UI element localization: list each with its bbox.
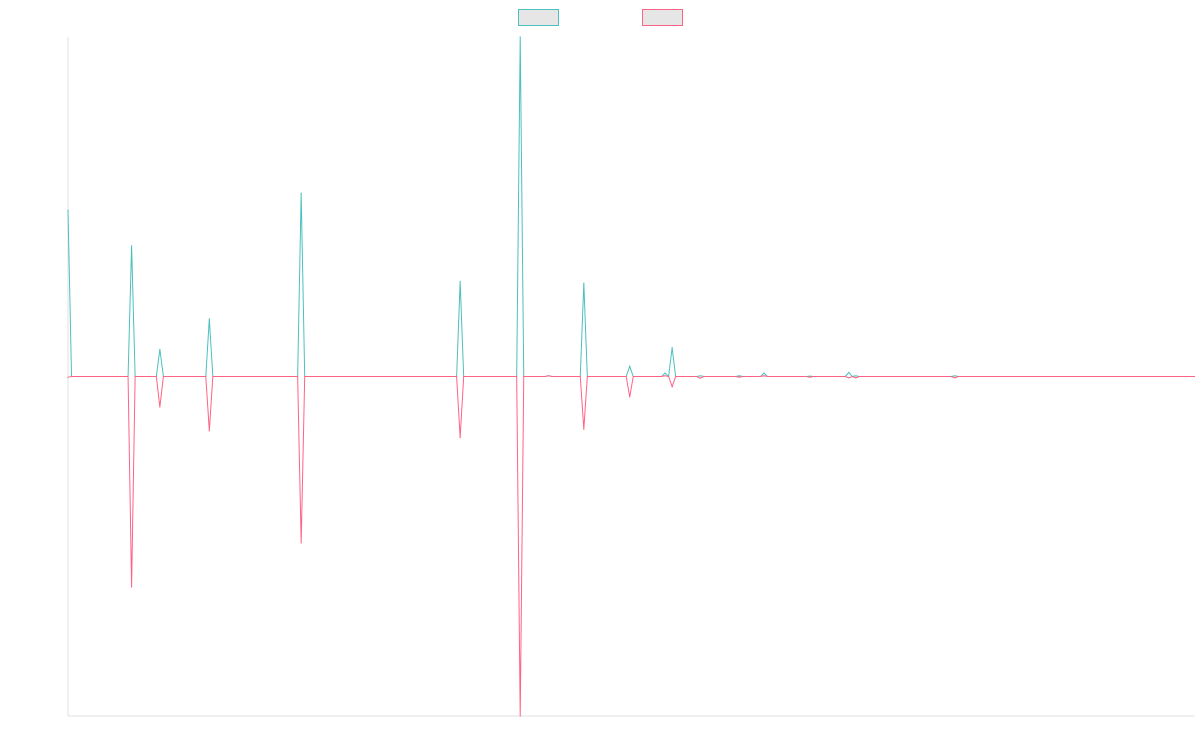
data-point xyxy=(159,406,161,408)
data-point xyxy=(738,375,740,377)
data-point xyxy=(855,375,857,377)
data-point xyxy=(208,318,210,320)
data-point xyxy=(583,282,585,284)
data-point xyxy=(67,376,69,378)
data-point xyxy=(130,245,133,247)
data-point xyxy=(208,430,210,432)
series-1 xyxy=(67,36,1195,378)
data-point xyxy=(848,377,850,379)
data-point xyxy=(459,280,461,283)
axes xyxy=(67,37,1195,717)
legend-item-2[interactable] xyxy=(642,9,683,26)
data-point xyxy=(629,396,631,398)
data-point xyxy=(519,36,521,38)
data-point xyxy=(583,428,585,430)
series-2 xyxy=(67,375,1195,717)
series-line xyxy=(67,375,1195,717)
data-point xyxy=(763,372,765,374)
plot-area xyxy=(67,36,1195,717)
data-point xyxy=(809,375,811,377)
legend-swatch[interactable] xyxy=(642,9,683,26)
data-point xyxy=(459,437,461,439)
data-point xyxy=(519,715,521,717)
series-line xyxy=(67,36,1195,378)
data-point xyxy=(67,209,69,211)
data-point xyxy=(300,542,302,544)
data-point xyxy=(954,375,956,377)
data-point xyxy=(738,376,740,378)
data-point xyxy=(848,371,850,374)
data-point xyxy=(671,386,673,388)
data-point xyxy=(699,375,701,377)
data-point xyxy=(300,192,302,194)
data-point xyxy=(763,375,765,377)
data-point xyxy=(809,376,811,378)
data-point xyxy=(671,347,673,349)
data-point xyxy=(664,375,666,377)
legend xyxy=(518,9,683,26)
data-point xyxy=(130,586,133,588)
data-point xyxy=(629,365,631,367)
data-point xyxy=(954,377,956,379)
data-point xyxy=(547,375,550,377)
legend-swatch[interactable] xyxy=(518,9,559,26)
data-point xyxy=(699,377,701,379)
legend-item-1[interactable] xyxy=(518,9,559,26)
data-point xyxy=(855,377,857,379)
data-point xyxy=(159,348,161,350)
data-point xyxy=(664,372,666,374)
